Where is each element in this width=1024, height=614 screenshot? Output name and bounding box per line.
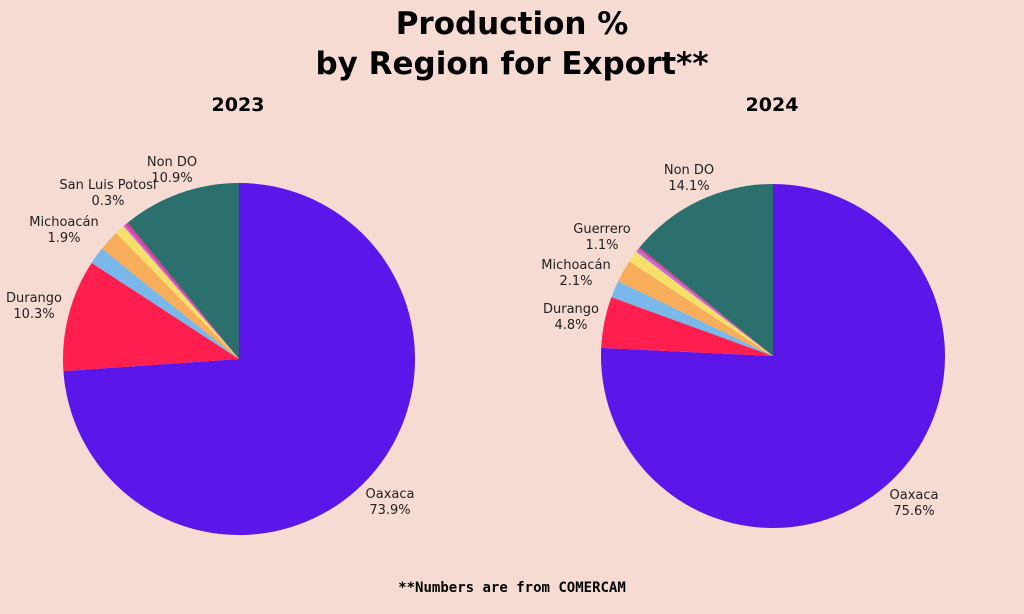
slice-label-2023-oaxaca: Oaxaca 73.9% — [366, 487, 415, 518]
pie-slice-2023-michoac-n — [101, 233, 240, 359]
pie-slice-2023-slice-5 — [123, 224, 239, 359]
pie-slice-2024-durango — [601, 297, 773, 356]
pie-slice-2024-non-do — [639, 184, 773, 356]
footnote: **Numbers are from COMERCAM — [398, 580, 626, 596]
slice-label-2024-michoac-n: Michoacán 2.1% — [541, 258, 611, 289]
pie-slice-2023-san-luis-potosi — [125, 222, 239, 359]
pie-title-2023: 2023 — [211, 94, 265, 116]
pie-slice-2023-slice-2 — [91, 248, 239, 359]
title-line-2: by Region for Export** — [315, 46, 709, 82]
pie-title-2024: 2024 — [745, 94, 799, 116]
pie-slice-2024-slice-5 — [636, 249, 773, 356]
slice-label-2023-durango: Durango 10.3% — [6, 291, 62, 322]
title-line-1: Production % — [395, 6, 629, 42]
slice-label-2024-non-do: Non DO 14.1% — [664, 163, 714, 194]
slice-label-2023-non-do: Non DO 10.9% — [147, 155, 197, 186]
pie-chart-2024: Oaxaca 75.6% Durango 4.8% Michoacán 2.1% Guerr… — [541, 163, 945, 528]
pie-slice-2023-slice-4 — [116, 226, 239, 359]
pie-slice-2024-guerrero — [629, 251, 773, 356]
pie-slice-2024-michoac-n — [618, 261, 773, 356]
pie-slice-2023-non-do — [127, 183, 239, 359]
slice-label-2023-san-luis-potosi: San Luis Potosi 0.3% — [59, 178, 156, 209]
pie-slice-2023-durango — [63, 262, 239, 372]
slice-label-2023-michoac-n: Michoacán 1.9% — [29, 215, 99, 246]
pie-slice-2024-oaxaca — [600, 184, 945, 528]
pie-slice-2023-oaxaca — [63, 182, 416, 535]
slice-label-2024-oaxaca: Oaxaca 75.6% — [890, 488, 939, 519]
pie-slice-2024-slice-2 — [611, 281, 773, 356]
pie-slice-2024-slice-6 — [638, 247, 773, 356]
slice-label-2024-guerrero: Guerrero 1.1% — [573, 222, 631, 253]
slice-label-2024-durango: Durango 4.8% — [543, 302, 599, 333]
page-title: Production % by Region for Export** — [0, 4, 1024, 84]
pie-chart-2023: Oaxaca 73.9% Durango 10.3% Michoacán 1.9% San … — [6, 155, 416, 535]
